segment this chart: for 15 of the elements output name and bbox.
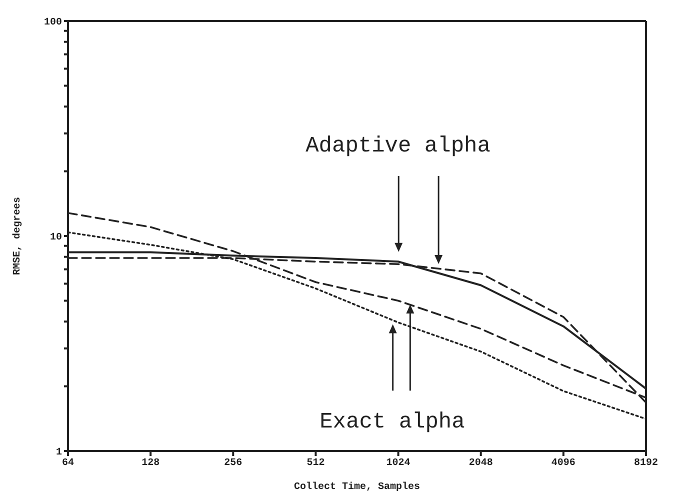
x-tick-label: 8192 — [634, 458, 658, 470]
x-tick-label: 64 — [62, 458, 74, 470]
x-tick-label: 1024 — [386, 458, 410, 470]
x-tick-label: 2048 — [468, 458, 493, 470]
annotation: Adaptive alpha — [306, 133, 490, 158]
x-tick-label: 256 — [224, 458, 242, 470]
annotation: Exact alpha — [320, 409, 465, 434]
y-axis-title: RMSE, degrees — [12, 196, 24, 276]
y-tick-label: 10 — [50, 232, 62, 244]
y-tick-label: 100 — [44, 18, 62, 29]
y-tick-label: 1 — [56, 448, 62, 459]
x-tick-label: 128 — [142, 458, 160, 470]
x-tick-label: 4096 — [551, 458, 576, 470]
x-tick-label: 512 — [306, 458, 325, 470]
x-axis-title: Collect Time, Samples — [294, 481, 420, 493]
